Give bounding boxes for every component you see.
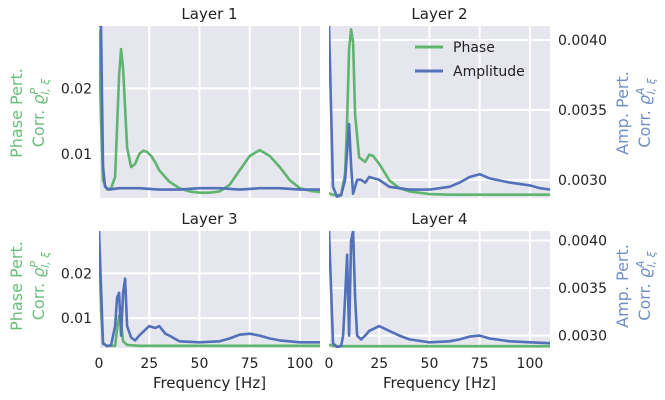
x-axis-label: Frequency [Hz] [153, 374, 266, 392]
panel-layer-1: 0.01 0.02 Layer 1 [61, 5, 320, 198]
y-left-tick-label: 0.02 [61, 266, 92, 282]
series-amplitude-line [99, 26, 320, 191]
x-tick-label: 25 [370, 356, 388, 372]
plot-area [99, 26, 320, 198]
right-axis-label-line2: Corr. ϱAl, ξ [634, 250, 658, 320]
y-right-tick-label: 0.0040 [558, 33, 607, 49]
series-amplitude-line [329, 26, 550, 198]
x-tick-label: 75 [471, 356, 489, 372]
right-axis-label-top: Amp. Pert. Corr. ϱAl, ξ [613, 71, 658, 155]
series-amplitude-line [99, 231, 320, 348]
y-right-tick-label: 0.0040 [558, 234, 607, 250]
right-axis-label-line1: Amp. Pert. [613, 244, 632, 328]
panel-layer-2: 0.0030 0.0035 0.0040 Layer 2 [328, 5, 607, 198]
left-axis-label-line1: Phase Pert. [7, 68, 26, 158]
x-tick-label: 100 [517, 356, 544, 372]
series-phase-line [329, 343, 550, 348]
panel-layer-4: 0 25 50 75 100 0.0030 0.0035 0.0040 Layer 4 Frequ… [325, 210, 607, 392]
y-left-tick-label: 0.01 [61, 147, 92, 163]
left-axis-label-line2: Corr. ϱPl, ξ [28, 78, 52, 147]
x-axis-label: Frequency [Hz] [383, 374, 496, 392]
y-right-tick-label: 0.0035 [558, 103, 607, 119]
panels: 0.01 0.02 Layer 1 0.0030 0.0035 0.0040 Layer 2… [61, 5, 607, 392]
left-axis-label-line1: Phase Pert. [7, 241, 26, 331]
left-axis-label-line2: Corr. ϱPl, ξ [28, 251, 52, 320]
plot-area [99, 231, 320, 348]
x-tick-label: 75 [241, 356, 259, 372]
panel-title: Layer 3 [181, 210, 237, 228]
y-right-tick-label: 0.0035 [558, 281, 607, 297]
y-left-tick-label: 0.02 [61, 81, 92, 97]
legend: Phase Amplitude [415, 40, 525, 80]
x-tick-label: 25 [140, 356, 158, 372]
panel-layer-3: 0 25 50 75 100 0.01 0.02 Layer 3 Frequency [Hz] [61, 210, 320, 392]
y-left-tick-label: 0.01 [61, 311, 92, 327]
legend-phase-label: Phase [453, 40, 495, 56]
right-axis-label-line1: Amp. Pert. [613, 71, 632, 155]
x-tick-label: 0 [95, 356, 104, 372]
left-axis-label-top: Phase Pert. Corr. ϱPl, ξ [7, 68, 52, 158]
right-axis-label-line2: Corr. ϱAl, ξ [634, 77, 658, 147]
legend-amplitude-label: Amplitude [453, 64, 525, 80]
x-tick-label: 100 [287, 356, 314, 372]
x-tick-label: 50 [421, 356, 439, 372]
panel-title: Layer 4 [411, 210, 467, 228]
panel-title: Layer 1 [181, 5, 237, 23]
x-tick-label: 50 [191, 356, 209, 372]
y-right-tick-label: 0.0030 [558, 329, 607, 345]
plot-area [329, 26, 550, 198]
y-right-tick-label: 0.0030 [558, 173, 607, 189]
left-axis-label-bottom: Phase Pert. Corr. ϱPl, ξ [7, 241, 52, 331]
series-phase-line [99, 29, 320, 194]
right-axis-label-bottom: Amp. Pert. Corr. ϱAl, ξ [613, 244, 658, 328]
plot-area [329, 231, 550, 348]
panel-title: Layer 2 [411, 5, 467, 23]
series-amplitude-line [329, 231, 550, 348]
x-tick-label: 0 [325, 356, 334, 372]
